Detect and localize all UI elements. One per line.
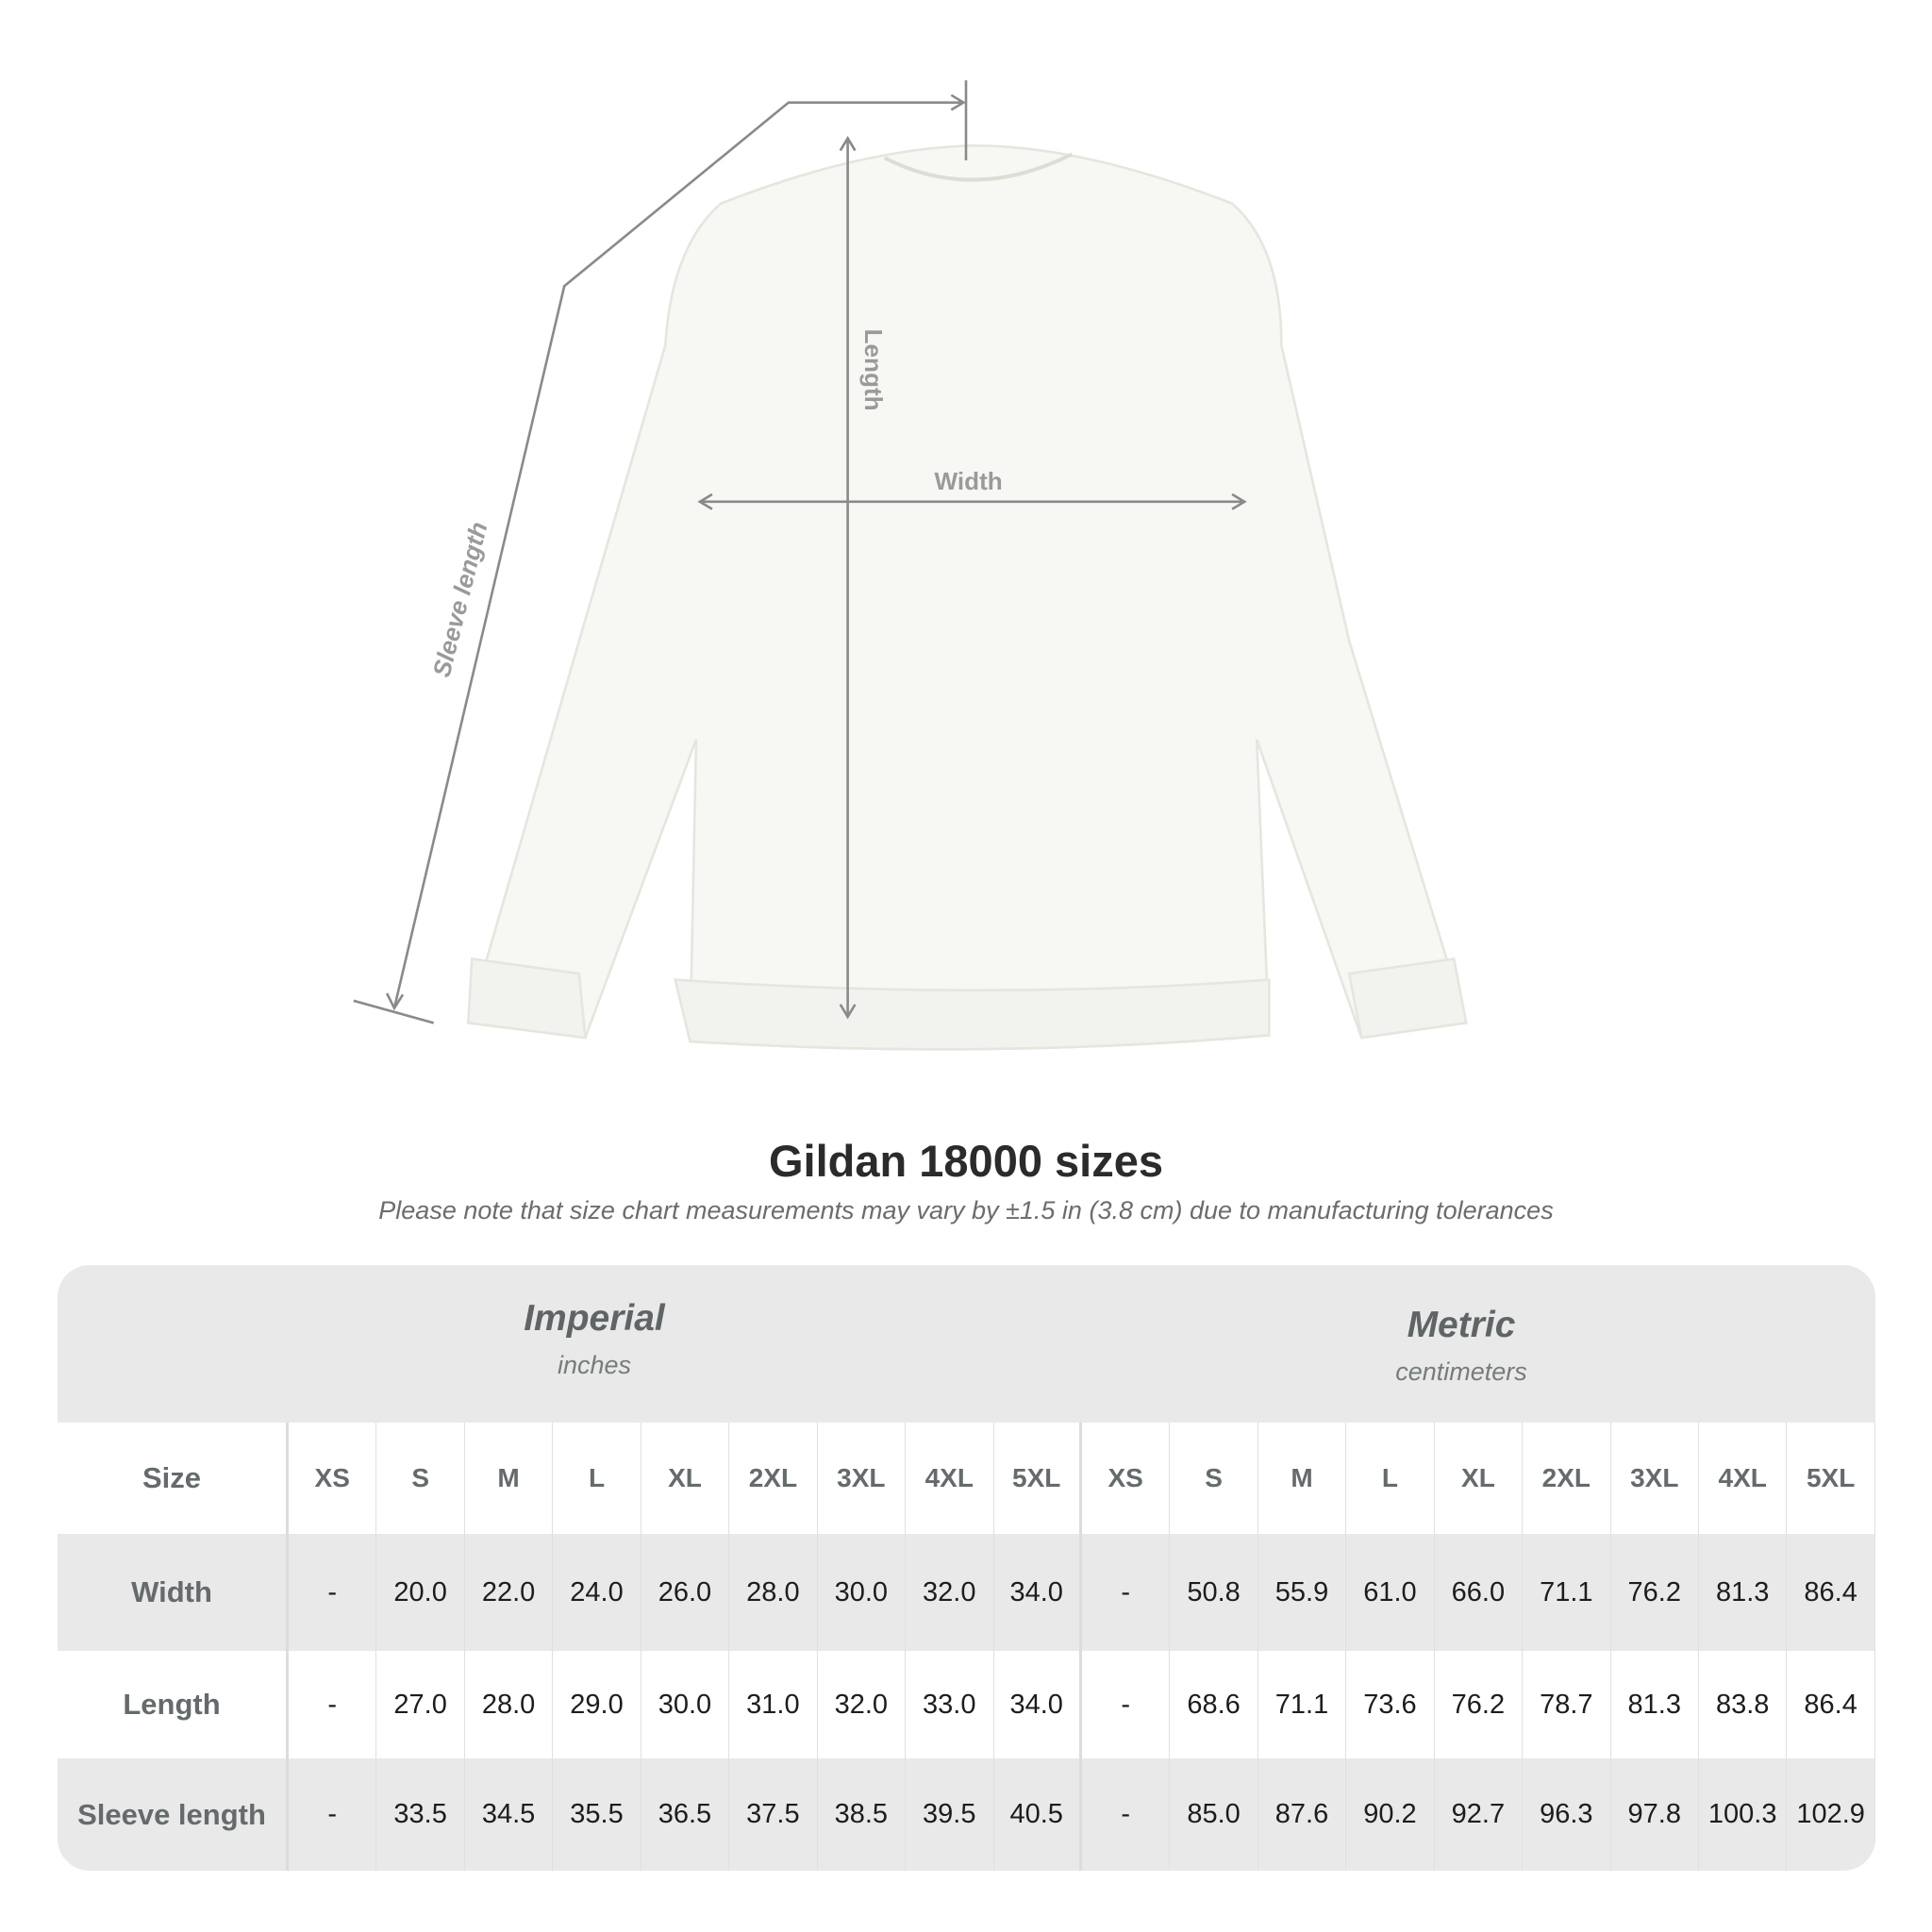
table-row-width: Width -20.0 22.0 24.0 26.0 28.0 30.0 32.0 34.0-5… bbox=[58, 1534, 1875, 1651]
table-cell: 33.0 bbox=[906, 1651, 994, 1758]
size-header-4xl: 4XL bbox=[1699, 1423, 1788, 1534]
table-cell: 78.7 bbox=[1523, 1651, 1611, 1758]
size-header-5xl: 5XL bbox=[994, 1423, 1082, 1534]
width-label: Width bbox=[934, 467, 1002, 495]
table-cell: 24.0 bbox=[553, 1534, 641, 1651]
table-cell: 32.0 bbox=[906, 1534, 994, 1651]
table-row-length: Length -27.0 28.0 29.0 30.0 31.0 32.0 33.0 34.0-… bbox=[58, 1651, 1875, 1758]
table-cell: 90.2 bbox=[1346, 1758, 1435, 1871]
table-cell: 100.3 bbox=[1699, 1758, 1788, 1871]
table-cell: - bbox=[289, 1758, 377, 1871]
table-cell: - bbox=[289, 1651, 377, 1758]
metric-title: Metric bbox=[1407, 1305, 1516, 1345]
table-cell: 30.0 bbox=[818, 1534, 907, 1651]
tolerance-note: Please note that size chart measurements… bbox=[378, 1196, 1554, 1224]
table-cell: 28.0 bbox=[729, 1534, 818, 1651]
table-cell: 66.0 bbox=[1435, 1534, 1524, 1651]
size-header-xs: XS bbox=[1082, 1423, 1171, 1534]
table-cell: 76.2 bbox=[1611, 1534, 1699, 1651]
metric-header: Metric centimeters bbox=[1131, 1305, 1791, 1387]
table-cell: 92.7 bbox=[1435, 1758, 1524, 1871]
table-cell: 97.8 bbox=[1611, 1758, 1699, 1871]
size-header-xl: XL bbox=[641, 1423, 730, 1534]
table-cell: - bbox=[1082, 1651, 1171, 1758]
table-cell: 86.4 bbox=[1787, 1534, 1875, 1651]
table-cell: 81.3 bbox=[1699, 1534, 1788, 1651]
table-cell: 71.1 bbox=[1523, 1534, 1611, 1651]
table-cell: 28.0 bbox=[465, 1651, 554, 1758]
table-cell: 34.5 bbox=[465, 1758, 554, 1871]
table-cell: 31.0 bbox=[729, 1651, 818, 1758]
sweatshirt-illustration bbox=[466, 144, 1468, 1051]
size-label: Size bbox=[58, 1423, 289, 1534]
table-cell: 50.8 bbox=[1170, 1534, 1258, 1651]
table-cell: 68.6 bbox=[1170, 1651, 1258, 1758]
table-cell: 38.5 bbox=[818, 1758, 907, 1871]
table-cell: 61.0 bbox=[1346, 1534, 1435, 1651]
table-cell: 32.0 bbox=[818, 1651, 907, 1758]
imperial-unit: inches bbox=[557, 1351, 632, 1379]
table-cell: 36.5 bbox=[641, 1758, 730, 1871]
page-title: Gildan 18000 sizes bbox=[768, 1136, 1164, 1186]
size-header-l: L bbox=[1346, 1423, 1435, 1534]
table-cell: 20.0 bbox=[376, 1534, 465, 1651]
table-row-sleeve-length: Sleeve length -33.5 34.5 35.5 36.5 37.5 38.5 39… bbox=[58, 1758, 1875, 1871]
table-cell: 29.0 bbox=[553, 1651, 641, 1758]
table-cell: 87.6 bbox=[1258, 1758, 1347, 1871]
table-cell: 55.9 bbox=[1258, 1534, 1347, 1651]
table-cell: 83.8 bbox=[1699, 1651, 1788, 1758]
size-header-row: Size XS S M L XL 2XL 3XL 4XL 5XL XS S M L XL 2XL 3XL 4XL… bbox=[58, 1423, 1875, 1534]
size-header-l: L bbox=[553, 1423, 641, 1534]
size-table: Imperial inches Metric centimeters Size … bbox=[58, 1265, 1875, 1871]
size-header-s: S bbox=[1170, 1423, 1258, 1534]
metric-unit: centimeters bbox=[1395, 1357, 1527, 1386]
table-cell: - bbox=[289, 1534, 377, 1651]
imperial-title: Imperial bbox=[524, 1298, 665, 1339]
size-header-xl: XL bbox=[1435, 1423, 1524, 1534]
table-cell: 27.0 bbox=[376, 1651, 465, 1758]
sweatshirt-diagram: Length Width Sleeve length bbox=[353, 80, 1468, 1051]
table-cell: 40.5 bbox=[994, 1758, 1082, 1871]
table-cell: 76.2 bbox=[1435, 1651, 1524, 1758]
table-cell: 86.4 bbox=[1787, 1651, 1875, 1758]
row-label: Width bbox=[58, 1534, 289, 1651]
size-header-m: M bbox=[1258, 1423, 1347, 1534]
length-label: Length bbox=[859, 329, 888, 411]
table-header-band bbox=[58, 1265, 1875, 1423]
table-cell: 73.6 bbox=[1346, 1651, 1435, 1758]
table-cell: - bbox=[1082, 1534, 1171, 1651]
row-label: Sleeve length bbox=[58, 1758, 289, 1871]
table-cell: 71.1 bbox=[1258, 1651, 1347, 1758]
size-header-m: M bbox=[465, 1423, 554, 1534]
table-cell: 26.0 bbox=[641, 1534, 730, 1651]
size-header-5xl: 5XL bbox=[1787, 1423, 1875, 1534]
table-cell: 81.3 bbox=[1611, 1651, 1699, 1758]
table-cell: 34.0 bbox=[994, 1534, 1082, 1651]
size-header-3xl: 3XL bbox=[818, 1423, 907, 1534]
sleeve-length-label: Sleeve length bbox=[427, 519, 493, 680]
table-cell: 102.9 bbox=[1787, 1758, 1875, 1871]
size-header-2xl: 2XL bbox=[1523, 1423, 1611, 1534]
measurement-lines bbox=[353, 80, 1247, 1024]
table-cell: 39.5 bbox=[906, 1758, 994, 1871]
table-cell: 85.0 bbox=[1170, 1758, 1258, 1871]
size-header-xs: XS bbox=[289, 1423, 377, 1534]
table-cell: 22.0 bbox=[465, 1534, 554, 1651]
table-cell: 96.3 bbox=[1523, 1758, 1611, 1871]
size-header-s: S bbox=[376, 1423, 465, 1534]
size-header-2xl: 2XL bbox=[729, 1423, 818, 1534]
table-cell: - bbox=[1082, 1758, 1171, 1871]
table-cell: 34.0 bbox=[994, 1651, 1082, 1758]
table-cell: 37.5 bbox=[729, 1758, 818, 1871]
table-cell: 30.0 bbox=[641, 1651, 730, 1758]
table-cell: 33.5 bbox=[376, 1758, 465, 1871]
table-cell: 35.5 bbox=[553, 1758, 641, 1871]
size-header-3xl: 3XL bbox=[1611, 1423, 1699, 1534]
imperial-header: Imperial inches bbox=[264, 1298, 924, 1380]
row-label: Length bbox=[58, 1651, 289, 1758]
size-header-4xl: 4XL bbox=[906, 1423, 994, 1534]
